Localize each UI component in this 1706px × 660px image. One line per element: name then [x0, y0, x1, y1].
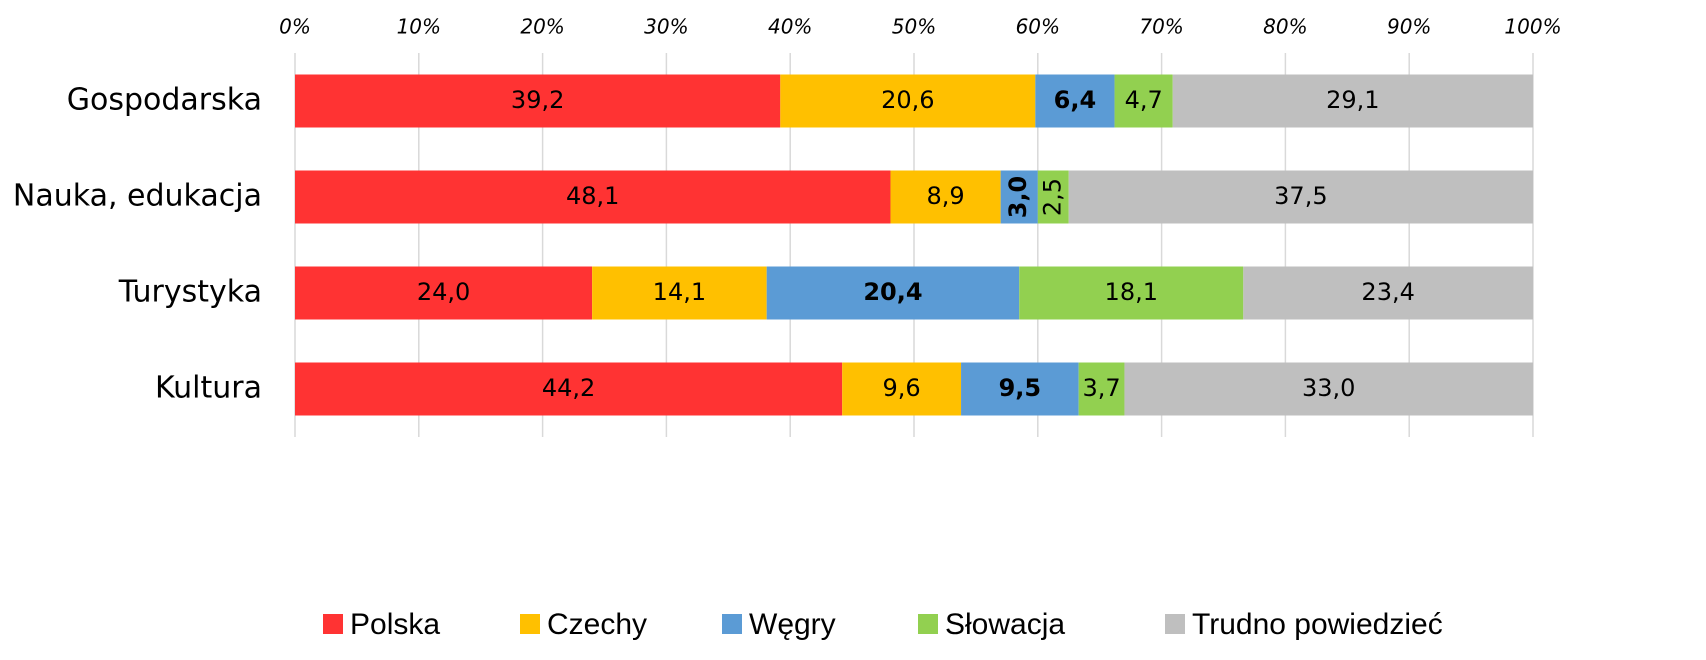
x-tick-label: 30%	[644, 15, 688, 39]
x-tick-label: 0%	[279, 15, 311, 39]
value-label: 20,4	[863, 278, 922, 306]
x-tick-label: 40%	[768, 15, 812, 39]
bar-segment	[1037, 170, 1069, 224]
value-label: 44,2	[542, 374, 595, 402]
x-tick-label: 50%	[892, 15, 936, 39]
bar-segment	[295, 362, 843, 416]
legend-swatch	[918, 614, 938, 634]
bar-segment	[1068, 170, 1533, 224]
bar-segment	[780, 74, 1036, 128]
value-label: 20,6	[881, 86, 934, 114]
value-label: 2,5	[1038, 178, 1066, 216]
value-label: 3,7	[1082, 374, 1120, 402]
x-tick-label: 80%	[1263, 15, 1307, 39]
category-label: Kultura	[155, 371, 262, 406]
x-tick-label: 10%	[397, 15, 441, 39]
category-label: Gospodarska	[67, 83, 262, 118]
x-tick-label: 100%	[1504, 15, 1561, 39]
value-label: 18,1	[1105, 278, 1158, 306]
value-label: 9,5	[999, 374, 1042, 402]
legend-label: Polska	[350, 608, 440, 641]
bar-segment	[890, 170, 1001, 224]
value-label: 39,2	[511, 86, 564, 114]
bar-segment	[295, 74, 781, 128]
legend-swatch	[1165, 614, 1185, 634]
bar-segment	[961, 362, 1079, 416]
value-label: 23,4	[1361, 278, 1414, 306]
value-label: 37,5	[1274, 182, 1327, 210]
bar-segment	[842, 362, 962, 416]
bar-segment	[1243, 266, 1533, 320]
value-label: 29,1	[1326, 86, 1379, 114]
bar-segment	[1172, 74, 1533, 128]
bar-segment	[1114, 74, 1173, 128]
value-label: 6,4	[1054, 86, 1097, 114]
legend-label: Słowacja	[945, 608, 1065, 641]
x-tick-label: 60%	[1016, 15, 1060, 39]
category-label: Nauka, edukacja	[13, 179, 262, 214]
category-label: Turystyka	[118, 275, 262, 310]
legend-label: Trudno powiedzieć	[1192, 608, 1443, 641]
legend-swatch	[520, 614, 540, 634]
value-label: 9,6	[883, 374, 921, 402]
x-tick-label: 90%	[1387, 15, 1431, 39]
value-label: 33,0	[1302, 374, 1355, 402]
legend-label: Węgry	[749, 608, 836, 641]
value-label: 8,9	[926, 182, 964, 210]
x-tick-label: 20%	[520, 15, 564, 39]
bar-segment	[1019, 266, 1244, 320]
legend-label: Czechy	[547, 608, 647, 641]
bar-segment	[1035, 74, 1115, 128]
value-label: 48,1	[566, 182, 619, 210]
bar-segment	[295, 266, 593, 320]
bar-segment	[592, 266, 767, 320]
bar-segment	[1124, 362, 1533, 416]
legend-swatch	[722, 614, 742, 634]
bar-segment	[766, 266, 1020, 320]
legend-swatch	[323, 614, 343, 634]
bar-segment	[295, 170, 891, 224]
value-label: 4,7	[1125, 86, 1163, 114]
value-label: 24,0	[417, 278, 470, 306]
bar-segment	[1078, 362, 1125, 416]
value-label: 3,0	[1004, 176, 1032, 219]
bar-segment	[1000, 170, 1038, 224]
value-label: 14,1	[653, 278, 706, 306]
x-tick-label: 70%	[1139, 15, 1183, 39]
